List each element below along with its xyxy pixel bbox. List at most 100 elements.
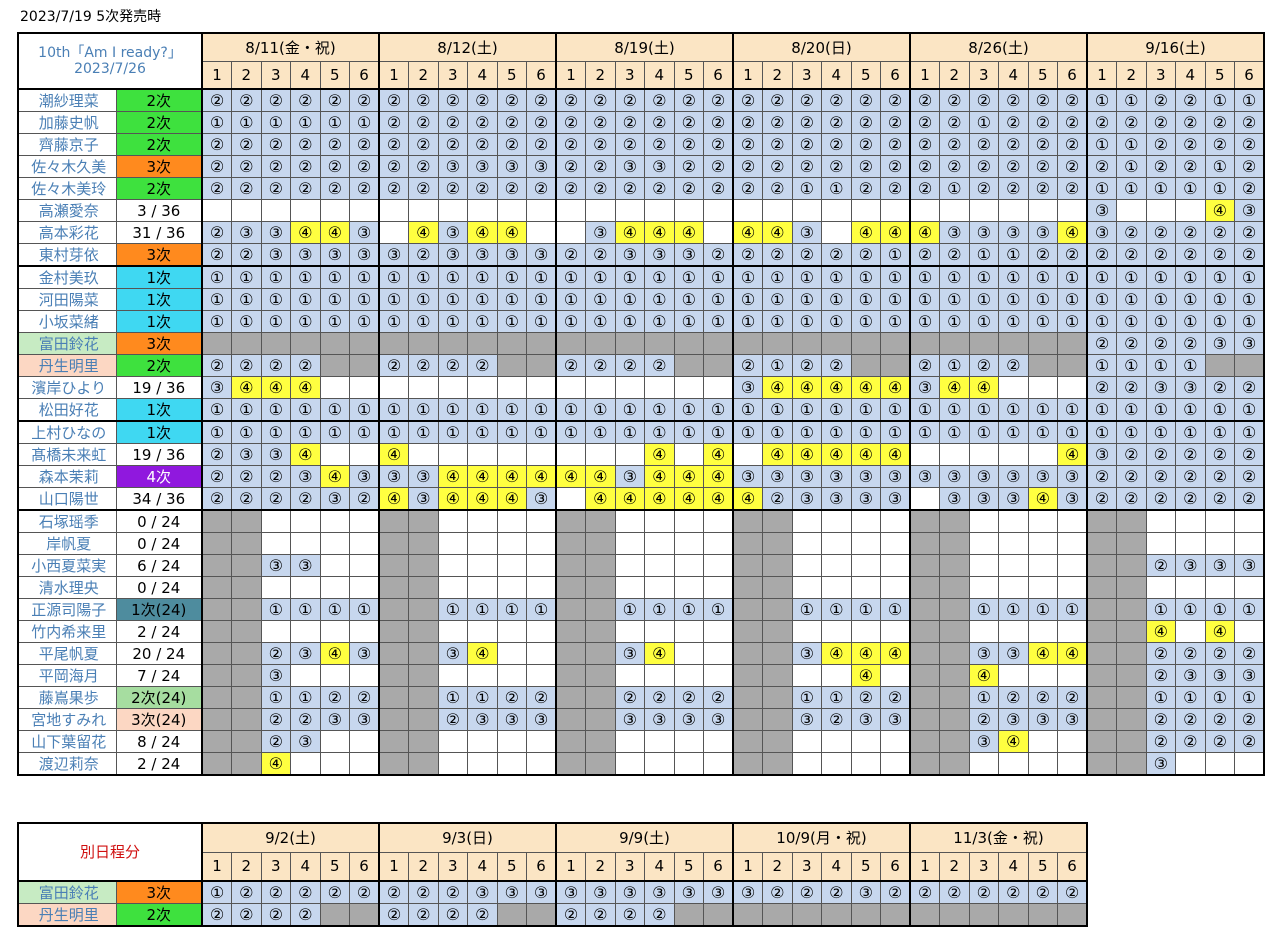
lottery-cell: ① (791, 288, 822, 311)
member-status: 2次 (115, 354, 203, 377)
lottery-cell: ② (526, 111, 557, 134)
lottery-cell: ② (968, 708, 999, 731)
lottery-cell: ② (1145, 88, 1176, 112)
lottery-cell: ② (585, 133, 616, 156)
lottery-cell: ① (526, 265, 557, 289)
lottery-cell (319, 730, 350, 753)
lottery-cell: ② (880, 88, 911, 112)
lottery-cell: ① (880, 398, 911, 422)
lottery-cell (437, 554, 468, 577)
lottery-cell (526, 752, 557, 776)
main-perf-label: 5 (1204, 60, 1235, 90)
lottery-cell (939, 332, 970, 355)
lottery-cell: ② (408, 903, 439, 927)
sub-member-row: 丹生明里 2次 ② ② ② ② ② ② ② ② ② ② ② ② (17, 903, 1088, 927)
lottery-cell: ② (998, 111, 1029, 134)
lottery-cell: ② (201, 88, 232, 112)
lottery-cell (614, 664, 645, 687)
lottery-cell: ① (673, 288, 704, 311)
lottery-cell (909, 598, 940, 621)
lottery-cell: ② (762, 243, 793, 267)
member-name: 藤嶌果歩 (17, 686, 117, 709)
lottery-cell: ④ (467, 487, 498, 511)
member-name: 河田陽菜 (17, 288, 117, 311)
lottery-cell (644, 509, 675, 533)
lottery-cell (349, 332, 380, 355)
lottery-cell: ① (762, 420, 793, 444)
lottery-cell: ① (909, 310, 940, 333)
lottery-cell: ③ (437, 155, 468, 178)
lottery-cell (732, 509, 763, 533)
main-perf-label: 4 (644, 60, 675, 90)
lottery-cell (585, 598, 616, 621)
main-date-header-row: 10th「Am I ready?」 2023/7/26 8/11(金・祝) 8/12(… (17, 32, 1265, 90)
lottery-cell: ③ (290, 243, 321, 267)
member-name: 正源司陽子 (17, 598, 117, 621)
lottery-cell: ② (585, 354, 616, 377)
lottery-cell: ① (290, 598, 321, 621)
lottery-cell: ① (526, 398, 557, 422)
lottery-cell: ① (319, 420, 350, 444)
lottery-cell: ④ (319, 465, 350, 488)
lottery-cell: ② (290, 708, 321, 731)
lottery-cell: ② (1027, 88, 1058, 112)
lottery-cell: ④ (378, 443, 409, 466)
lottery-cell: ④ (850, 443, 881, 466)
lottery-cell (496, 532, 527, 555)
lottery-cell: ① (1234, 598, 1265, 621)
lottery-cell (1116, 620, 1147, 643)
lottery-cell: ② (939, 880, 970, 904)
lottery-cell (437, 620, 468, 643)
lottery-cell (614, 730, 645, 753)
lottery-cell: ① (1175, 598, 1206, 621)
member-name: 富田鈴花 (17, 332, 117, 355)
lottery-cell (673, 199, 704, 222)
lottery-cell: ② (821, 243, 852, 267)
lottery-cell: ② (201, 221, 232, 244)
lottery-cell: ② (1175, 730, 1206, 753)
lottery-cell (1145, 532, 1176, 555)
lottery-cell: ② (644, 354, 675, 377)
lottery-cell (909, 332, 940, 355)
lottery-cell: ① (1145, 177, 1176, 200)
lottery-cell: ① (703, 265, 734, 289)
member-status: 6 / 24 (115, 554, 203, 577)
main-perf-label: 3 (437, 60, 468, 90)
lottery-cell (880, 332, 911, 355)
lottery-cell (850, 576, 881, 599)
lottery-cell: ① (231, 265, 262, 289)
lottery-cell (821, 199, 852, 222)
lottery-cell: ② (555, 243, 586, 267)
lottery-cell (1116, 664, 1147, 687)
lottery-cell: ③ (850, 708, 881, 731)
separate-schedule-table: 別日程分 9/2(土) 9/3(日) 9/9(土) 10/9(月・祝) 11/3(金・祝)… (17, 822, 1088, 927)
lottery-cell (939, 664, 970, 687)
lottery-cell: ② (1175, 111, 1206, 134)
lottery-cell (526, 443, 557, 466)
sub-perf-label: 5 (319, 851, 350, 882)
member-status: 2次(24) (115, 686, 203, 709)
lottery-cell: ① (1234, 288, 1265, 311)
lottery-cell (850, 332, 881, 355)
lottery-cell: ① (821, 598, 852, 621)
lottery-cell: ② (1116, 243, 1147, 267)
lottery-cell (467, 730, 498, 753)
lottery-cell (585, 532, 616, 555)
lottery-cell (673, 903, 704, 927)
lottery-cell: ① (1204, 88, 1235, 112)
lottery-cell: ① (998, 398, 1029, 422)
lottery-cell: ② (821, 155, 852, 178)
lottery-cell: ② (496, 111, 527, 134)
lottery-cell: ② (1145, 708, 1176, 731)
lottery-cell: ① (1234, 686, 1265, 709)
lottery-cell (408, 576, 439, 599)
lottery-cell (1116, 598, 1147, 621)
lottery-cell: ② (732, 155, 763, 178)
lottery-cell: ② (1086, 465, 1117, 488)
lottery-cell: ② (998, 155, 1029, 178)
lottery-cell: ② (1234, 221, 1265, 244)
lottery-cell: ② (585, 111, 616, 134)
lottery-cell: ① (378, 310, 409, 333)
lottery-cell: ④ (319, 221, 350, 244)
